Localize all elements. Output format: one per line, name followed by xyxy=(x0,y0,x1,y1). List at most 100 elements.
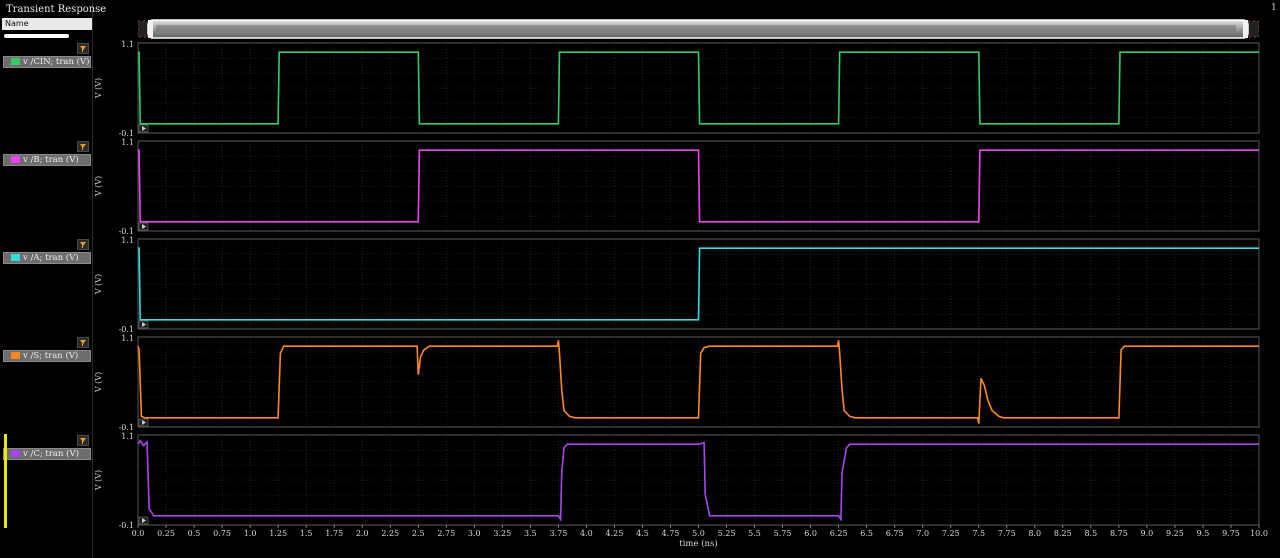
x-tick-label: 6.75 xyxy=(886,529,904,538)
y-tick-label: 1.1 xyxy=(121,432,134,441)
y-tick-label: -0.1 xyxy=(119,325,134,334)
series-line-3 xyxy=(138,247,1259,321)
x-tick-label: 0.25 xyxy=(157,529,175,538)
y-tick-label: 1.1 xyxy=(121,40,134,49)
x-tick-label: 9.0 xyxy=(1141,529,1154,538)
y-axis-label: V (V) xyxy=(94,274,103,295)
x-tick-label: 4.0 xyxy=(580,529,593,538)
x-tick-label: 1.25 xyxy=(269,529,287,538)
legend-swatch xyxy=(11,156,20,163)
signal-browser-panel: Transient Response Name v /CIN; tran (V)… xyxy=(0,0,106,558)
y-tick-label: -0.1 xyxy=(119,423,134,432)
x-tick-label: 9.75 xyxy=(1222,529,1240,538)
time-range-scrollbar[interactable] xyxy=(138,18,1259,40)
filter-icon[interactable] xyxy=(77,141,89,152)
x-tick-label: 2.5 xyxy=(412,529,425,538)
expand-arrow-icon xyxy=(138,222,149,231)
series-line-4 xyxy=(137,340,1259,424)
y-tick-label: 1.1 xyxy=(121,334,134,343)
scrollbar-handle-icon[interactable] xyxy=(1243,20,1248,38)
x-tick-label: 3.75 xyxy=(549,529,567,538)
legend-item-cin[interactable]: v /CIN; tran (V) xyxy=(3,56,91,68)
x-tick-label: 8.5 xyxy=(1084,529,1097,538)
x-tick-label: 3.25 xyxy=(493,529,511,538)
x-tick-label: 2.25 xyxy=(381,529,399,538)
filter-icon[interactable] xyxy=(77,43,89,54)
x-tick-label: 5.5 xyxy=(748,529,761,538)
browser-scrollbar[interactable] xyxy=(4,34,69,38)
x-tick-label: 3.5 xyxy=(524,529,537,538)
expand-arrow-icon xyxy=(138,418,149,427)
x-tick-label: 0.0 xyxy=(132,529,145,538)
panel-3: 1.1 -0.1 V (V) xyxy=(94,236,1260,334)
corner-label: 1 xyxy=(1271,3,1277,13)
x-tick-label: 1.0 xyxy=(244,529,257,538)
x-tick-label: 0.75 xyxy=(213,529,231,538)
x-tick-label: 8.25 xyxy=(1054,529,1072,538)
panel-4: 1.1 -0.1 V (V) xyxy=(94,334,1260,432)
x-tick-label: 10.0 xyxy=(1250,529,1268,538)
expand-arrow-icon xyxy=(138,124,149,133)
x-tick-label: 8.0 xyxy=(1028,529,1041,538)
x-tick-label: 7.5 xyxy=(972,529,985,538)
scrollbar-handle-icon[interactable] xyxy=(148,20,153,38)
name-column-header[interactable]: Name xyxy=(2,18,92,30)
x-axis-label: time (ns) xyxy=(679,538,717,549)
x-tick-label: 7.25 xyxy=(942,529,960,538)
x-tick-label: 9.5 xyxy=(1197,529,1210,538)
panel-2: 1.1 -0.1 V (V) xyxy=(94,138,1260,236)
legend-item-c[interactable]: v /C; tran (V) xyxy=(3,448,91,460)
legend-label: v /B; tran (V) xyxy=(23,155,79,165)
x-tick-label: 5.0 xyxy=(692,529,705,538)
legend-item-s[interactable]: v /S; tran (V) xyxy=(3,350,91,362)
filter-icon[interactable] xyxy=(77,337,89,348)
legend-swatch xyxy=(11,450,20,457)
x-tick-label: 4.5 xyxy=(636,529,649,538)
x-tick-label: 7.0 xyxy=(916,529,929,538)
legend-swatch xyxy=(11,58,20,65)
panel-1: 1.1 -0.1 V (V) xyxy=(94,40,1260,138)
x-tick-label: 6.0 xyxy=(804,529,817,538)
legend-item-a[interactable]: v /A; tran (V) xyxy=(3,252,91,264)
x-tick-label: 2.0 xyxy=(356,529,369,538)
x-tick-label: 6.25 xyxy=(830,529,848,538)
filter-icon[interactable] xyxy=(77,239,89,250)
series-line-5 xyxy=(137,439,1259,523)
x-tick-label: 4.75 xyxy=(662,529,680,538)
window-title: Transient Response xyxy=(6,4,107,15)
x-tick-label: 3.0 xyxy=(468,529,481,538)
x-tick-label: 1.75 xyxy=(325,529,343,538)
y-tick-label: -0.1 xyxy=(119,129,134,138)
y-axis-label: V (V) xyxy=(94,78,103,99)
y-axis-label: V (V) xyxy=(94,372,103,393)
x-tick-label: 9.25 xyxy=(1166,529,1184,538)
panel-5: 1.1 -0.1 V (V) xyxy=(94,432,1260,530)
x-tick-label: 4.25 xyxy=(606,529,624,538)
legend-swatch xyxy=(11,352,20,359)
y-tick-label: -0.1 xyxy=(119,521,134,530)
x-tick-label: 6.5 xyxy=(860,529,873,538)
x-tick-label: 5.75 xyxy=(774,529,792,538)
x-tick-label: 2.75 xyxy=(437,529,455,538)
x-tick-label: 1.5 xyxy=(300,529,313,538)
y-axis-label: V (V) xyxy=(94,176,103,197)
expand-arrow-icon xyxy=(138,516,149,525)
legend-label: v /S; tran (V) xyxy=(23,351,79,361)
expand-arrow-icon xyxy=(138,320,149,329)
x-tick-label: 7.75 xyxy=(998,529,1016,538)
x-tick-label: 8.75 xyxy=(1110,529,1128,538)
x-tick-label: 5.25 xyxy=(718,529,736,538)
series-line-2 xyxy=(138,149,1259,223)
series-line-1 xyxy=(138,51,1259,125)
selection-indicator xyxy=(4,434,7,528)
legend-label: v /CIN; tran (V) xyxy=(23,57,90,67)
y-axis-label: V (V) xyxy=(94,470,103,491)
filter-icon[interactable] xyxy=(77,435,89,446)
y-tick-label: 1.1 xyxy=(121,236,134,245)
legend-label: v /C; tran (V) xyxy=(23,449,79,459)
legend-item-b[interactable]: v /B; tran (V) xyxy=(3,154,91,166)
y-tick-label: -0.1 xyxy=(119,227,134,236)
legend-swatch xyxy=(11,254,20,261)
legend-label: v /A; tran (V) xyxy=(23,253,79,263)
